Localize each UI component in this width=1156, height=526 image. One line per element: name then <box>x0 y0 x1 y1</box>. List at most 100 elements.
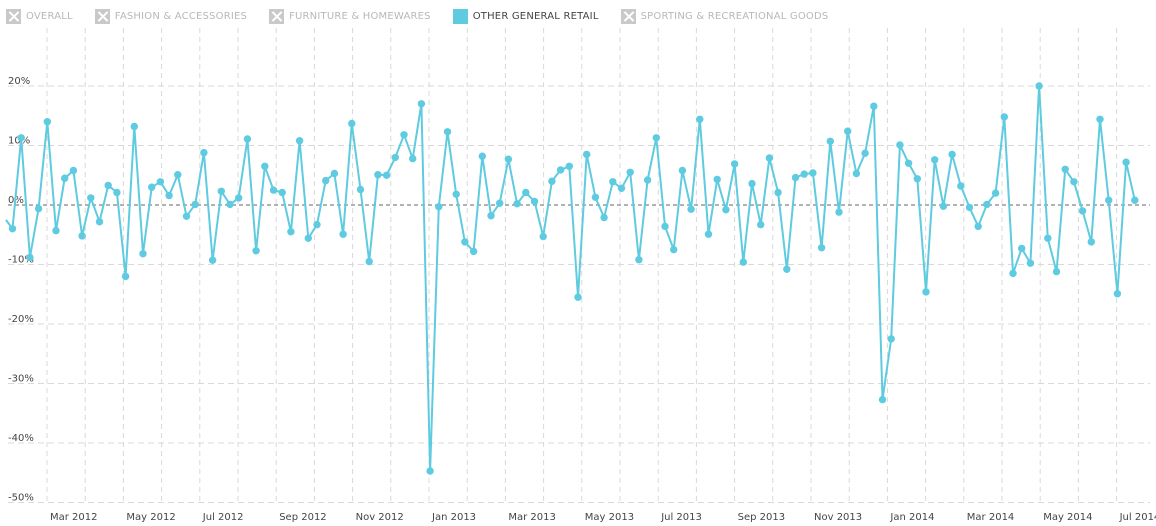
data-point[interactable] <box>522 188 530 197</box>
data-point[interactable] <box>870 102 878 110</box>
data-point[interactable] <box>487 212 495 220</box>
data-point[interactable] <box>226 200 234 209</box>
data-point[interactable] <box>1096 115 1104 124</box>
data-point[interactable] <box>556 166 565 174</box>
data-point[interactable] <box>670 245 678 254</box>
data-point[interactable] <box>52 226 60 235</box>
data-point[interactable] <box>435 203 443 211</box>
data-point[interactable] <box>861 149 869 157</box>
data-point[interactable] <box>426 467 434 475</box>
data-point[interactable] <box>974 222 982 231</box>
data-point[interactable] <box>591 193 600 201</box>
data-point[interactable] <box>722 206 730 214</box>
data-point[interactable] <box>809 169 817 177</box>
data-point[interactable] <box>400 131 408 139</box>
data-point[interactable] <box>34 204 43 213</box>
data-point[interactable] <box>269 186 278 194</box>
data-point[interactable] <box>600 213 608 222</box>
data-point[interactable] <box>1018 244 1026 253</box>
data-point[interactable] <box>78 232 86 240</box>
data-point[interactable] <box>626 168 634 176</box>
data-point[interactable] <box>817 244 826 252</box>
data-point[interactable] <box>287 228 295 236</box>
data-point[interactable] <box>121 272 130 281</box>
data-point[interactable] <box>148 183 156 191</box>
data-point[interactable] <box>417 100 426 108</box>
data-point[interactable] <box>182 212 191 220</box>
data-point[interactable] <box>208 256 217 264</box>
data-point[interactable] <box>643 176 652 184</box>
data-point[interactable] <box>609 178 617 186</box>
data-point[interactable] <box>574 293 582 301</box>
data-point[interactable] <box>826 137 834 145</box>
data-point[interactable] <box>165 191 173 200</box>
data-point[interactable] <box>548 177 556 185</box>
data-point[interactable] <box>1070 178 1078 186</box>
data-point[interactable] <box>365 257 373 266</box>
data-point[interactable] <box>200 148 208 157</box>
data-point[interactable] <box>1052 267 1061 276</box>
data-point[interactable] <box>661 222 669 231</box>
data-point[interactable] <box>939 202 948 210</box>
data-point[interactable] <box>1122 158 1130 166</box>
data-point[interactable] <box>1087 238 1096 246</box>
data-point[interactable] <box>687 205 695 213</box>
data-point[interactable] <box>965 203 974 212</box>
data-point[interactable] <box>530 197 539 206</box>
data-point[interactable] <box>791 173 800 182</box>
data-point[interactable] <box>191 200 199 209</box>
data-point[interactable] <box>278 188 286 197</box>
legend-item-furniture-and-homewares[interactable]: FURNITURE & HOMEWARES <box>269 8 431 24</box>
data-point[interactable] <box>391 153 399 162</box>
data-point[interactable] <box>678 166 687 175</box>
data-point[interactable] <box>469 247 478 256</box>
data-point[interactable] <box>461 238 469 246</box>
data-point[interactable] <box>304 234 312 242</box>
data-point[interactable] <box>69 166 78 175</box>
data-point[interactable] <box>174 171 182 179</box>
data-point[interactable] <box>774 188 782 197</box>
data-point[interactable] <box>1026 259 1035 267</box>
data-point[interactable] <box>130 122 138 131</box>
data-point[interactable] <box>713 175 721 184</box>
data-point[interactable] <box>113 188 121 197</box>
data-point[interactable] <box>313 220 321 229</box>
data-point[interactable] <box>1105 196 1113 204</box>
data-point[interactable] <box>913 175 921 183</box>
data-point[interactable] <box>252 247 260 255</box>
data-point[interactable] <box>635 256 643 264</box>
data-point[interactable] <box>696 115 704 124</box>
data-point[interactable] <box>922 288 930 296</box>
data-point[interactable] <box>235 194 243 202</box>
data-point[interactable] <box>356 185 365 194</box>
data-point[interactable] <box>583 150 591 159</box>
data-point[interactable] <box>8 225 17 233</box>
data-point[interactable] <box>513 200 521 208</box>
data-point[interactable] <box>887 335 895 343</box>
data-point[interactable] <box>931 156 939 164</box>
data-point[interactable] <box>452 190 460 198</box>
data-point[interactable] <box>348 119 356 128</box>
data-point[interactable] <box>652 134 660 142</box>
data-point[interactable] <box>1009 269 1017 278</box>
legend-item-overall[interactable]: OVERALL <box>6 8 73 24</box>
data-point[interactable] <box>539 232 547 241</box>
data-point[interactable] <box>896 141 904 149</box>
data-point[interactable] <box>948 150 956 159</box>
data-point[interactable] <box>730 160 739 168</box>
data-point[interactable] <box>504 155 513 163</box>
data-point[interactable] <box>95 218 104 226</box>
data-point[interactable] <box>765 154 774 162</box>
data-point[interactable] <box>1078 207 1087 215</box>
data-point[interactable] <box>565 162 573 170</box>
data-point[interactable] <box>409 154 417 163</box>
data-point[interactable] <box>156 178 165 186</box>
data-point[interactable] <box>1113 290 1122 298</box>
data-point[interactable] <box>478 152 486 160</box>
data-point[interactable] <box>739 258 747 266</box>
data-point[interactable] <box>852 169 861 178</box>
data-point[interactable] <box>496 199 504 207</box>
data-point[interactable] <box>1044 234 1052 242</box>
data-point[interactable] <box>217 187 225 195</box>
legend-item-other-general-retail[interactable]: OTHER GENERAL RETAIL <box>452 8 599 24</box>
